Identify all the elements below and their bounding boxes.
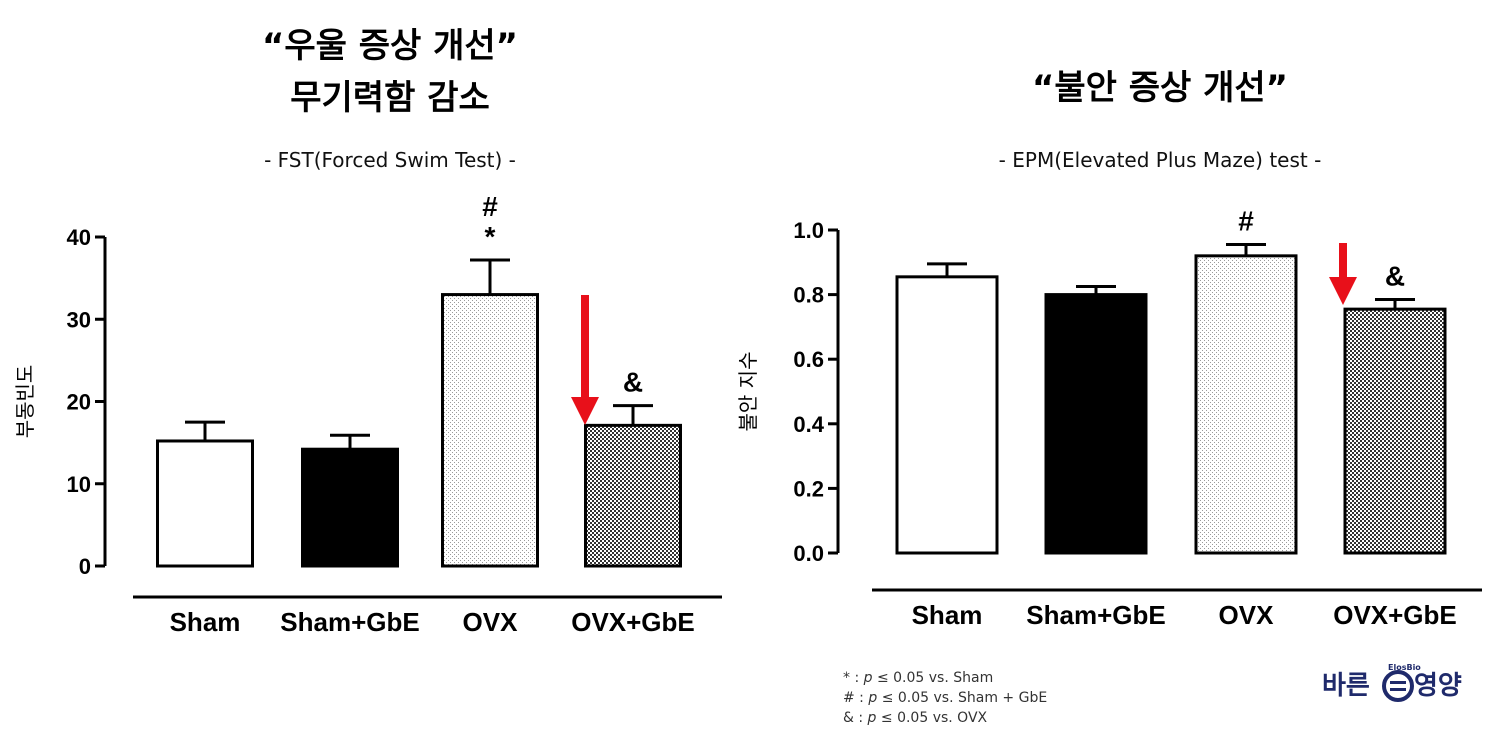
right-subtitle: - EPM(Elevated Plus Maze) test - xyxy=(998,148,1322,172)
category-label: Sham xyxy=(170,607,241,637)
note-p: p xyxy=(867,710,877,726)
significance-notes: * : p ≤ 0.05 vs. Sham # : p ≤ 0.05 vs. S… xyxy=(843,668,1047,728)
note-p: p xyxy=(868,690,878,706)
highlight-arrow-head xyxy=(1329,277,1357,305)
note-text: ≤ 0.05 vs. Sham xyxy=(876,670,994,686)
significance-label: & xyxy=(623,367,643,398)
left-subtitle: - FST(Forced Swim Test) - xyxy=(264,148,516,172)
note-text: ≤ 0.05 vs. Sham + GbE xyxy=(881,690,1048,706)
y-tick-label: 0 xyxy=(79,554,91,579)
logo-arc-text: ElosBio xyxy=(1388,663,1421,672)
right-title-line1: “불안 증상 개선” xyxy=(1031,68,1289,108)
y-tick-label: 1.0 xyxy=(793,218,824,243)
logo-text-right: 영양 xyxy=(1414,671,1462,701)
bar xyxy=(895,275,999,555)
right-title: “불안 증상 개선” xyxy=(960,62,1360,114)
significance-label: # xyxy=(1238,206,1254,237)
note-symbol: & : xyxy=(843,710,864,726)
y-tick-label: 0.0 xyxy=(793,541,824,566)
y-tick-label: 0.4 xyxy=(793,412,824,437)
y-tick-label: 40 xyxy=(67,225,91,250)
bar xyxy=(584,423,682,568)
category-label: Sham xyxy=(912,600,983,630)
bar xyxy=(156,439,254,568)
category-label: OVX+GbE xyxy=(1333,600,1457,630)
y-axis-label: 불안 지수 xyxy=(736,352,760,432)
y-tick-label: 0.6 xyxy=(793,347,824,372)
category-label: Sham+GbE xyxy=(280,607,419,637)
highlight-arrow-head xyxy=(571,397,599,425)
logo-emblem-bar xyxy=(1390,681,1406,684)
bar xyxy=(1343,307,1447,555)
note-text: ≤ 0.05 vs. OVX xyxy=(880,710,988,726)
y-tick-label: 20 xyxy=(67,390,91,415)
brand-logo: 바른 ElosBio 영양 xyxy=(1322,663,1462,702)
category-label: OVX xyxy=(463,607,519,637)
left-title: “우울 증상 개선” 무기력함 감소 xyxy=(190,20,590,124)
note-symbol: # : xyxy=(843,690,864,706)
bar xyxy=(1194,254,1298,555)
logo-emblem-bar xyxy=(1390,688,1406,691)
note-row: # : p ≤ 0.05 vs. Sham + GbE xyxy=(843,688,1047,708)
y-tick-label: 0.8 xyxy=(793,283,824,308)
note-p: p xyxy=(863,670,873,686)
fst-chart: 0 10 20 30 40 부동빈도 Sham Sham+GbE OVX #* OVX+GbE & xyxy=(13,191,722,637)
bar xyxy=(1044,293,1148,555)
bar xyxy=(441,293,539,568)
note-row: & : p ≤ 0.05 vs. OVX xyxy=(843,708,1047,728)
y-axis-label: 부동빈도 xyxy=(13,365,37,439)
significance-label: & xyxy=(1385,260,1405,291)
significance-label: * xyxy=(485,221,496,252)
category-label: OVX xyxy=(1219,600,1275,630)
y-tick-label: 10 xyxy=(67,472,91,497)
note-row: * : p ≤ 0.05 vs. Sham xyxy=(843,668,1047,688)
bar xyxy=(301,447,399,568)
note-symbol: * : xyxy=(843,670,860,686)
left-title-line2: 무기력함 감소 xyxy=(290,78,490,118)
significance-label: # xyxy=(482,191,498,222)
y-tick-label: 0.2 xyxy=(793,476,824,501)
category-label: OVX+GbE xyxy=(571,607,695,637)
logo-text-left: 바른 xyxy=(1322,671,1370,701)
left-title-line1: “우울 증상 개선” xyxy=(261,26,519,66)
logo-emblem-icon xyxy=(1382,670,1414,702)
epm-chart: 0.0 0.2 0.4 0.6 0.8 1.0 불안 지수 Sham Sham+GbE OVX # O… xyxy=(736,206,1482,630)
category-label: Sham+GbE xyxy=(1026,600,1165,630)
y-tick-label: 30 xyxy=(67,307,91,332)
